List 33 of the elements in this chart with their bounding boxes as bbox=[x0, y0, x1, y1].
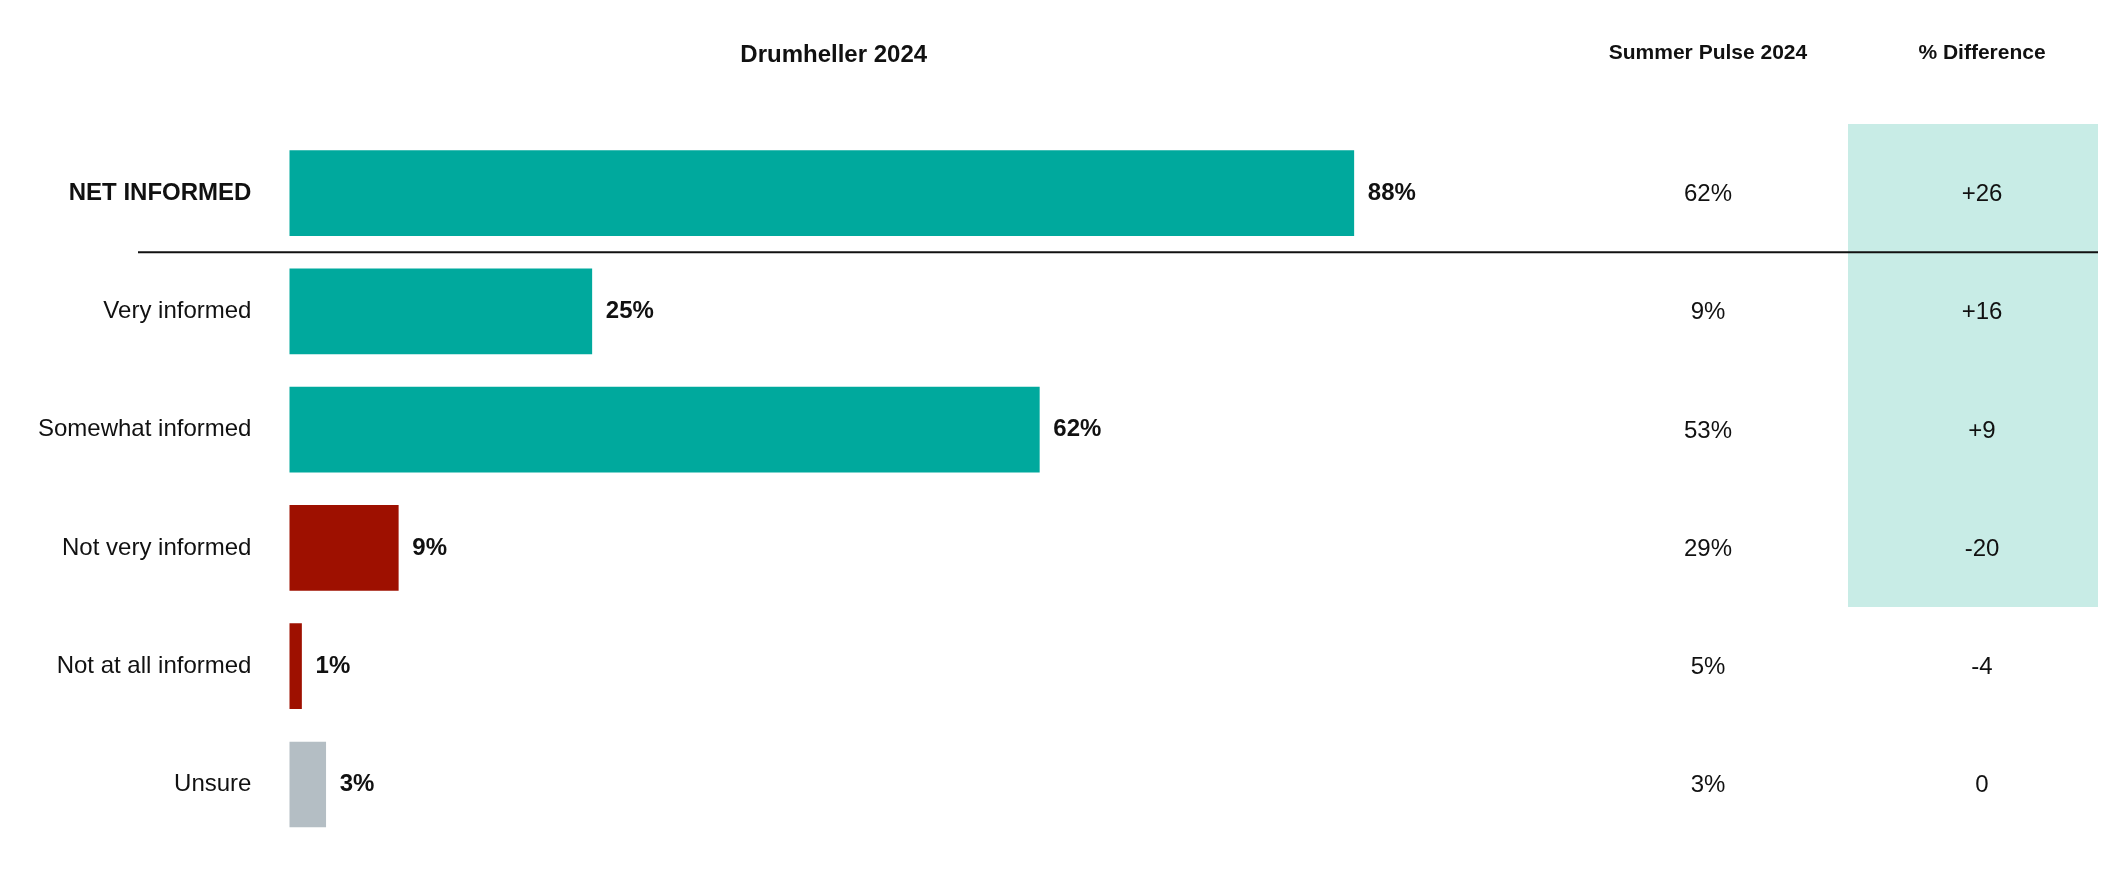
data-label: 9% bbox=[412, 532, 447, 560]
bar bbox=[289, 623, 302, 710]
text: 9% bbox=[1689, 296, 1727, 327]
text: 3% bbox=[1689, 769, 1727, 800]
bar bbox=[289, 741, 327, 828]
data-label: 25% bbox=[605, 296, 654, 324]
text: +9 bbox=[1967, 414, 1997, 445]
y-tick-label: Not at all informed bbox=[56, 650, 252, 678]
text: 29% bbox=[1682, 532, 1733, 563]
y-tick-label: Very informed bbox=[103, 296, 252, 324]
data-label: 88% bbox=[1367, 177, 1416, 205]
y-tick-label: Not very informed bbox=[62, 532, 252, 560]
text: Summer Pulse 2024 bbox=[1608, 39, 1808, 65]
chart-title: Drumheller 2024 bbox=[740, 39, 928, 67]
data-label: 1% bbox=[315, 650, 351, 678]
text: 5% bbox=[1689, 651, 1727, 682]
text: +16 bbox=[1960, 296, 2004, 327]
bar bbox=[289, 505, 399, 591]
y-tick-label: NET INFORMED bbox=[68, 177, 252, 205]
text: 53% bbox=[1682, 414, 1733, 445]
text: % Difference bbox=[1917, 39, 2047, 65]
text: 62% bbox=[1682, 178, 1733, 209]
text: -20 bbox=[1963, 532, 2001, 563]
y-tick-label: Somewhat informed bbox=[38, 414, 252, 442]
bar bbox=[289, 386, 1040, 473]
text: +26 bbox=[1960, 178, 2004, 209]
text: 0 bbox=[1974, 769, 1990, 800]
y-tick-label: Unsure bbox=[174, 769, 252, 797]
bar bbox=[289, 268, 593, 355]
data-label: 62% bbox=[1053, 414, 1102, 442]
text: -4 bbox=[1970, 651, 1994, 682]
bar bbox=[289, 150, 1355, 236]
data-label: 3% bbox=[339, 769, 375, 797]
